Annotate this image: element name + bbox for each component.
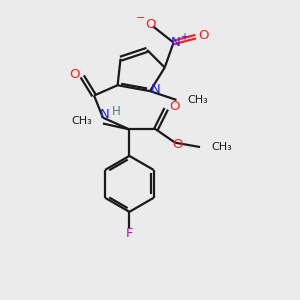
Text: N: N: [100, 108, 110, 121]
Text: O: O: [173, 138, 183, 151]
Text: N: N: [171, 36, 181, 49]
Text: H: H: [112, 105, 121, 118]
Text: CH₃: CH₃: [71, 116, 92, 126]
Text: O: O: [169, 100, 180, 113]
Text: −: −: [136, 13, 145, 23]
Text: O: O: [199, 29, 209, 42]
Text: O: O: [69, 68, 79, 80]
Text: CH₃: CH₃: [188, 95, 208, 105]
Text: F: F: [126, 227, 133, 240]
Text: CH₃: CH₃: [211, 142, 232, 152]
Text: O: O: [145, 18, 156, 32]
Text: +: +: [180, 32, 188, 42]
Text: N: N: [150, 83, 160, 96]
